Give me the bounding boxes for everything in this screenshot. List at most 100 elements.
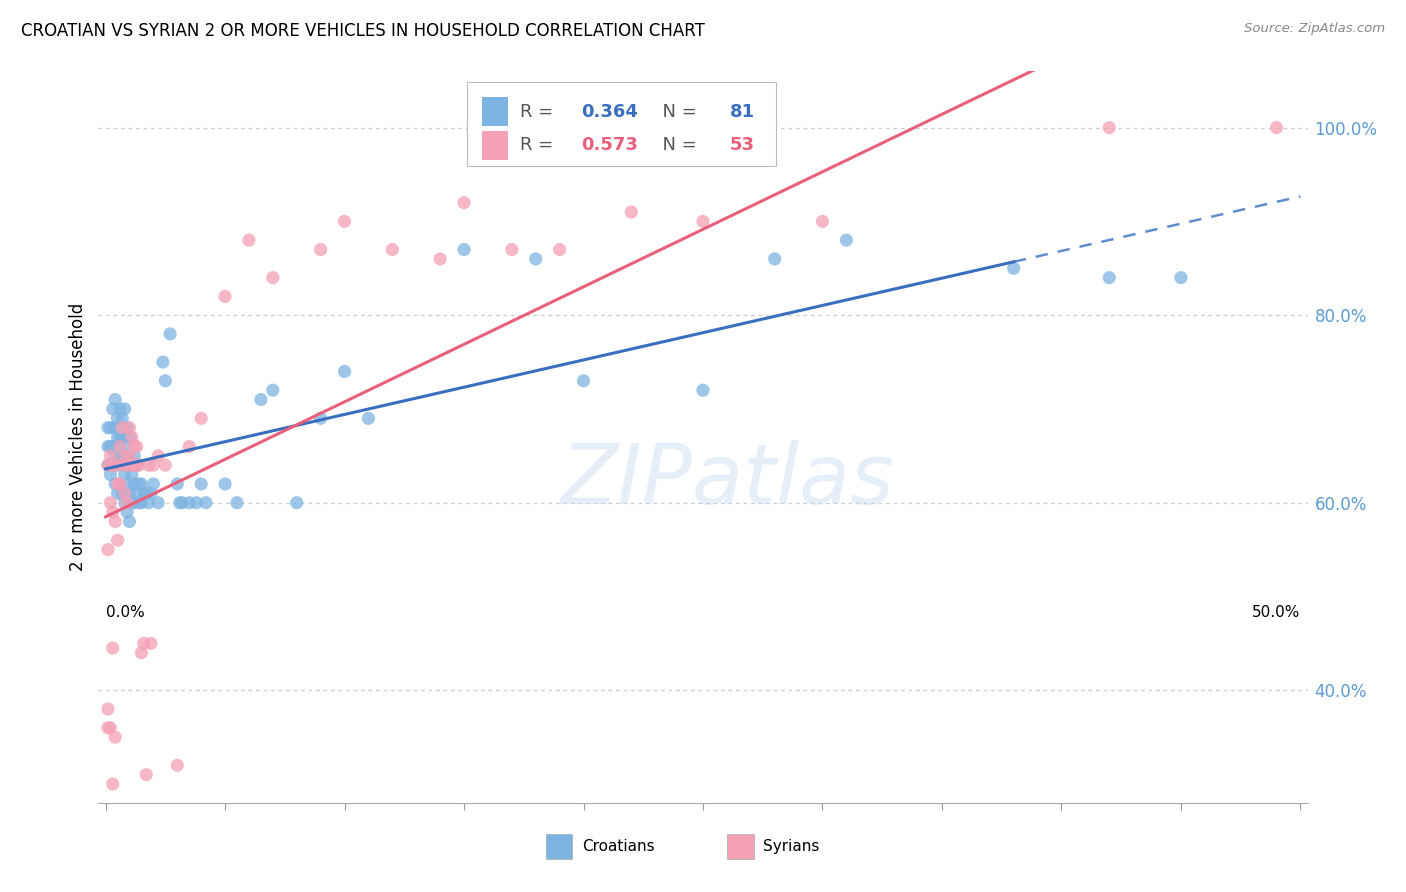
- Point: [98, 496, 121, 510]
- Point: [108, 449, 131, 463]
- Point: [107, 486, 129, 500]
- Text: 50.0%: 50.0%: [1251, 606, 1301, 620]
- Point: [238, 233, 260, 247]
- FancyBboxPatch shape: [546, 834, 572, 860]
- Point: [101, 458, 124, 473]
- Point: [122, 477, 145, 491]
- Point: [138, 496, 160, 510]
- Point: [138, 458, 160, 473]
- Point: [1098, 120, 1121, 135]
- Text: 0.364: 0.364: [581, 103, 638, 120]
- Point: [692, 214, 714, 228]
- Text: N =: N =: [651, 136, 703, 154]
- Point: [118, 515, 141, 529]
- Point: [108, 430, 131, 444]
- Point: [118, 458, 141, 473]
- Point: [108, 440, 131, 454]
- Point: [101, 401, 124, 416]
- Point: [98, 721, 121, 735]
- Point: [159, 326, 181, 341]
- FancyBboxPatch shape: [482, 97, 509, 127]
- Point: [97, 440, 120, 454]
- Point: [97, 542, 120, 557]
- Point: [97, 458, 120, 473]
- Point: [572, 374, 595, 388]
- Point: [179, 496, 201, 510]
- Point: [166, 758, 188, 772]
- Point: [285, 496, 308, 510]
- Point: [125, 458, 148, 473]
- Point: [121, 496, 143, 510]
- Point: [548, 243, 571, 257]
- Point: [763, 252, 786, 266]
- Point: [1098, 270, 1121, 285]
- Y-axis label: 2 or more Vehicles in Household: 2 or more Vehicles in Household: [69, 303, 87, 571]
- Point: [128, 477, 150, 491]
- Point: [97, 721, 120, 735]
- Point: [111, 411, 134, 425]
- Point: [811, 214, 834, 228]
- Text: ZIPatlas: ZIPatlas: [561, 441, 894, 522]
- Point: [104, 458, 127, 473]
- Point: [118, 486, 141, 500]
- Point: [98, 440, 121, 454]
- Point: [333, 214, 356, 228]
- Point: [115, 458, 138, 473]
- Point: [214, 289, 236, 303]
- Point: [194, 496, 217, 510]
- Point: [115, 505, 138, 519]
- Text: 53: 53: [730, 136, 755, 154]
- Point: [122, 496, 145, 510]
- Point: [357, 411, 380, 425]
- Point: [111, 486, 134, 500]
- Point: [1002, 261, 1025, 276]
- Point: [122, 458, 145, 473]
- Point: [104, 477, 127, 491]
- Text: Source: ZipAtlas.com: Source: ZipAtlas.com: [1244, 22, 1385, 36]
- Point: [179, 440, 201, 454]
- Point: [104, 449, 127, 463]
- Point: [131, 496, 153, 510]
- Point: [190, 477, 212, 491]
- Point: [118, 420, 141, 434]
- Point: [139, 636, 162, 650]
- Point: [214, 477, 236, 491]
- Point: [104, 730, 127, 744]
- Point: [524, 252, 547, 266]
- Point: [101, 505, 124, 519]
- Point: [108, 477, 131, 491]
- Point: [262, 270, 284, 285]
- Point: [125, 440, 148, 454]
- Point: [98, 467, 121, 482]
- Point: [115, 496, 138, 510]
- Point: [118, 449, 141, 463]
- Text: CROATIAN VS SYRIAN 2 OR MORE VEHICLES IN HOUSEHOLD CORRELATION CHART: CROATIAN VS SYRIAN 2 OR MORE VEHICLES IN…: [21, 22, 704, 40]
- Point: [620, 205, 643, 219]
- Point: [453, 243, 475, 257]
- Point: [114, 496, 136, 510]
- Point: [125, 486, 148, 500]
- Point: [155, 458, 177, 473]
- Point: [309, 243, 332, 257]
- Point: [97, 458, 120, 473]
- Text: Syrians: Syrians: [763, 839, 820, 855]
- Point: [98, 420, 121, 434]
- Point: [121, 467, 143, 482]
- Point: [104, 392, 127, 407]
- Point: [169, 496, 191, 510]
- Point: [142, 477, 165, 491]
- Text: 81: 81: [730, 103, 755, 120]
- Point: [114, 401, 136, 416]
- Point: [107, 411, 129, 425]
- Point: [111, 458, 134, 473]
- Point: [170, 496, 193, 510]
- Point: [835, 233, 858, 247]
- Point: [381, 243, 404, 257]
- Point: [107, 430, 129, 444]
- Point: [115, 449, 138, 463]
- Text: R =: R =: [520, 136, 560, 154]
- Point: [1265, 120, 1288, 135]
- Point: [114, 440, 136, 454]
- FancyBboxPatch shape: [467, 82, 776, 167]
- Point: [104, 515, 127, 529]
